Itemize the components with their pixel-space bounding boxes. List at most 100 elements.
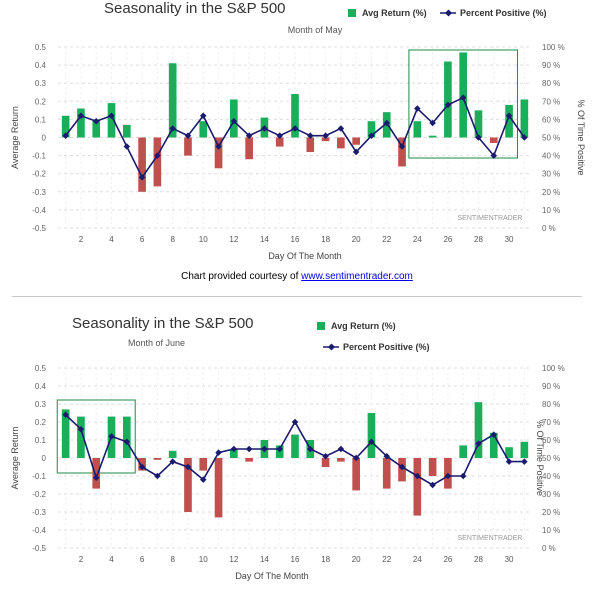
percent-positive-point	[261, 445, 268, 453]
percent-positive-point	[184, 463, 192, 471]
avg-return-bar	[61, 409, 70, 458]
percent-positive-point	[459, 472, 467, 480]
avg-return-bar	[107, 103, 116, 138]
y2-tick-label: 70 %	[542, 418, 560, 427]
percent-positive-point	[414, 472, 421, 480]
avg-return-bar	[367, 121, 376, 138]
avg-return-bar	[291, 434, 299, 458]
avg-return-bar	[153, 458, 162, 460]
y2-tick-label: 0 %	[542, 544, 556, 553]
y-tick-label: -0.1	[32, 472, 46, 481]
y-tick-label: -0.2	[32, 490, 46, 499]
y2-tick-label: 90 %	[542, 61, 560, 70]
percent-positive-point	[521, 458, 528, 465]
y2-axis-label: % Of Time Positive	[576, 99, 586, 175]
percent-positive-point	[444, 101, 452, 109]
x-tick-label: 10	[199, 555, 208, 564]
avg-return-bar	[444, 61, 452, 138]
avg-return-bar	[413, 121, 422, 138]
y2-tick-label: 30 %	[542, 490, 560, 499]
x-tick-label: 16	[291, 555, 300, 564]
y2-tick-label: 30 %	[542, 170, 560, 179]
percent-positive-point	[200, 476, 207, 483]
x-tick-label: 24	[413, 555, 422, 564]
avg-return-bar	[245, 458, 253, 462]
percent-positive-point	[322, 132, 329, 139]
may-chart-panel: Seasonality in the S&P 500 Month of May Av…	[0, 0, 594, 290]
percent-positive-point	[169, 458, 176, 465]
x-tick-label: 14	[260, 555, 269, 564]
y-tick-label: -0.2	[32, 170, 46, 179]
y2-tick-label: 10 %	[542, 526, 560, 535]
avg-return-bar	[520, 99, 529, 138]
percent-positive-point	[383, 452, 390, 460]
percent-positive-point	[62, 132, 69, 139]
credit-prefix: Chart provided courtesy of	[181, 271, 302, 282]
y-tick-label: -0.3	[32, 508, 46, 517]
y-tick-label: -0.3	[32, 188, 46, 197]
avg-return-bar	[352, 458, 360, 491]
x-tick-label: 22	[382, 235, 391, 244]
sentimentrader-link[interactable]: www.sentimentrader.com	[301, 271, 413, 282]
avg-return-bar	[168, 450, 177, 458]
percent-positive-point	[322, 452, 329, 460]
y-axis-label: Average Return	[10, 427, 20, 490]
avg-return-bar	[505, 104, 513, 138]
x-tick-label: 30	[505, 555, 514, 564]
avg-return-bar	[505, 447, 513, 458]
percent-positive-point	[77, 112, 85, 120]
avg-return-bar	[398, 137, 406, 167]
chart-title: Seasonality in the S&P 500	[104, 0, 286, 17]
x-tick-label: 26	[443, 235, 452, 244]
y2-tick-label: 20 %	[542, 508, 560, 517]
june-seasonality-chart: Seasonality in the S&P 500 Month of June A…	[10, 315, 565, 581]
percent-positive-point	[475, 440, 482, 447]
y-tick-label: -0.5	[32, 224, 46, 233]
y-tick-label: 0.5	[35, 364, 47, 373]
avg-return-bar	[367, 413, 376, 458]
avg-return-bar	[92, 458, 101, 489]
y2-tick-label: 10 %	[542, 206, 560, 215]
x-tick-label: 20	[352, 555, 361, 564]
y-tick-label: 0.2	[35, 418, 47, 427]
percent-positive-point	[352, 148, 360, 156]
x-tick-label: 18	[321, 555, 330, 564]
percent-positive-point	[276, 132, 283, 139]
avg-return-bar	[474, 110, 483, 138]
avg-return-bar	[77, 416, 85, 458]
x-tick-label: 24	[413, 235, 422, 244]
x-tick-label: 12	[229, 555, 238, 564]
y2-tick-label: 100 %	[542, 364, 565, 373]
x-tick-label: 6	[140, 555, 145, 564]
legend-avg-return-swatch	[317, 322, 325, 330]
x-axis-label: Day Of The Month	[268, 251, 341, 261]
x-tick-label: 14	[260, 235, 269, 244]
y2-tick-label: 90 %	[542, 382, 560, 391]
percent-positive-point	[398, 143, 406, 150]
y-tick-label: 0.3	[35, 79, 47, 88]
avg-return-bar	[122, 416, 131, 458]
legend-percent-positive-marker	[444, 9, 453, 17]
percent-positive-point	[505, 112, 513, 120]
x-tick-label: 30	[505, 235, 514, 244]
avg-return-bar	[291, 94, 299, 138]
x-tick-label: 16	[291, 235, 300, 244]
avg-return-bar	[138, 137, 146, 192]
legend-percent-positive-label: Percent Positive (%)	[343, 342, 430, 352]
watermark: SENTIMENTRADER	[458, 215, 523, 222]
avg-return-bar	[184, 137, 192, 156]
percent-positive-point	[92, 474, 100, 482]
avg-return-bar	[489, 137, 498, 143]
y-tick-label: 0.5	[35, 43, 47, 52]
percent-positive-point	[215, 449, 222, 456]
avg-return-bar	[245, 137, 253, 160]
x-tick-label: 4	[109, 555, 114, 564]
x-tick-label: 8	[170, 555, 175, 564]
y2-tick-label: 50 %	[542, 134, 560, 143]
avg-return-bar	[199, 458, 208, 471]
percent-positive-point	[108, 433, 115, 440]
y-tick-label: 0	[42, 454, 47, 463]
x-axis-label: Day Of The Month	[235, 571, 308, 581]
y-tick-label: 0.4	[35, 61, 47, 70]
y2-tick-label: 60 %	[542, 115, 560, 124]
